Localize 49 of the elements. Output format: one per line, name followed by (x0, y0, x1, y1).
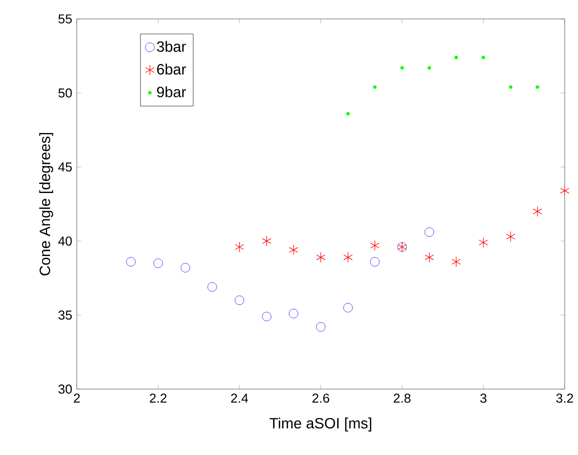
point (424, 252, 434, 263)
point (560, 185, 570, 196)
point (346, 112, 350, 116)
legend-label: 9bar (157, 86, 186, 98)
point (536, 85, 540, 89)
point (424, 228, 434, 237)
y-tick-label: 30 (58, 384, 72, 394)
y-tick-label: 45 (58, 162, 72, 172)
point (508, 85, 512, 89)
point (532, 206, 542, 217)
x-axis-title: Time aSOI [ms] (270, 418, 372, 432)
x-tick-label: 2 (74, 394, 80, 403)
point (208, 282, 217, 292)
point (234, 296, 244, 305)
x-tick-label: 2.2 (150, 394, 166, 403)
point (373, 85, 377, 89)
x-tick-label: 2.6 (312, 394, 330, 403)
legend-label: 3bar (156, 40, 186, 52)
point (478, 237, 488, 248)
point (482, 56, 486, 60)
point (316, 252, 326, 263)
point (288, 244, 298, 256)
point (400, 66, 404, 70)
point (428, 66, 432, 70)
x-tick-label: 3 (480, 394, 486, 403)
legend-label: 6bar (157, 64, 186, 75)
y-tick-label: 40 (58, 236, 72, 246)
x-tick-label: 2.8 (394, 394, 411, 403)
point (506, 231, 516, 242)
point (126, 257, 136, 266)
point (316, 322, 326, 332)
y-axis-title: Cone Angle [degrees] (39, 133, 54, 276)
point (180, 263, 190, 272)
point (454, 56, 458, 60)
point (343, 252, 353, 263)
point (343, 303, 353, 312)
point (153, 258, 163, 268)
y-tick-label: 35 (58, 310, 72, 320)
point (370, 257, 380, 266)
y-tick-label: 55 (58, 14, 72, 24)
point (262, 236, 272, 246)
point (262, 312, 272, 322)
point (288, 308, 298, 318)
x-tick-label: 2.4 (231, 394, 248, 403)
point (234, 242, 244, 252)
point (452, 256, 461, 268)
x-tick-label: 3.2 (556, 394, 574, 403)
y-tick-label: 50 (58, 88, 72, 98)
point (370, 240, 380, 251)
